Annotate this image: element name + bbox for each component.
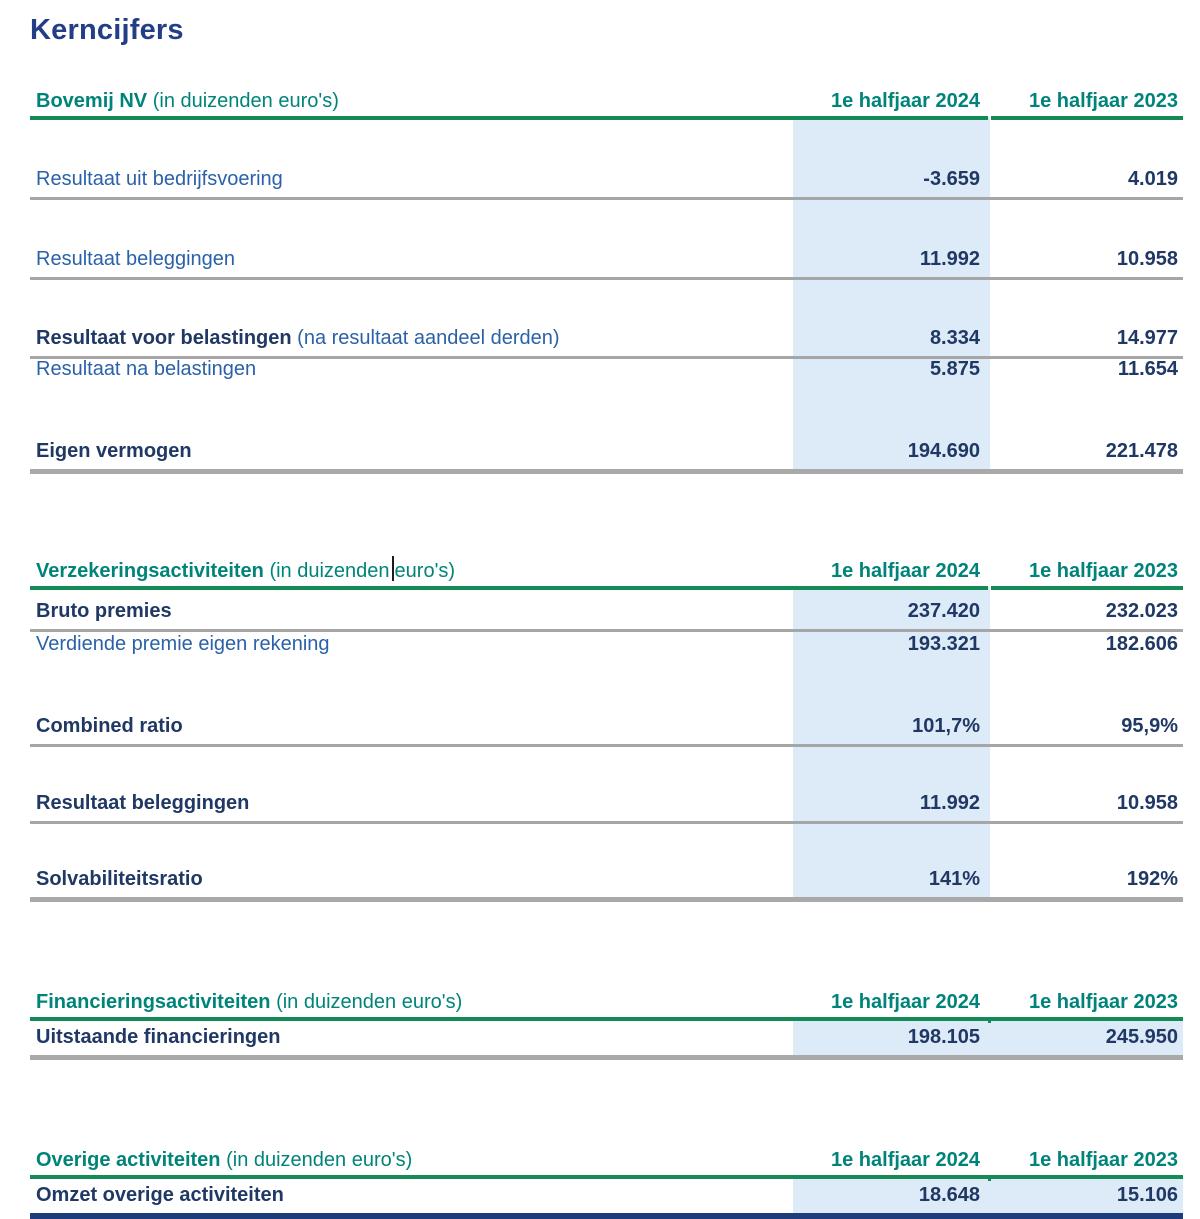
value-2023: 15.106: [1116, 1184, 1178, 1206]
table-row: Uitstaande financieringen 198.105 245.95…: [30, 1021, 1183, 1060]
value-2023: 221.478: [1105, 440, 1178, 462]
value-2023: 11.654: [1117, 358, 1178, 380]
table-header: Bovemij NV (in duizenden euro's) 1e half…: [30, 80, 1183, 116]
value-2023: 10.958: [1116, 792, 1178, 814]
table-name: Verzekeringsactiviteiten: [36, 560, 264, 582]
value-2024: 101,7%: [912, 715, 980, 737]
table-name: Financieringsactiviteiten: [36, 991, 271, 1013]
row-label: Omzet overige activiteiten: [36, 1184, 284, 1206]
table-row: Bruto premies 237.420 232.023: [30, 590, 1183, 632]
row-label: Verdiende premie eigen rekening: [36, 633, 330, 655]
value-2023: 4.019: [1127, 168, 1178, 190]
table-header: Overige activiteiten (in duizenden euro'…: [30, 1139, 1183, 1175]
table-row: Resultaat na belastingen 5.875 11.654: [30, 358, 1183, 387]
page-title: Kerncijfers: [30, 14, 184, 46]
table-unit: (in duizenden: [263, 560, 390, 582]
value-2023: 95,9%: [1121, 715, 1178, 737]
table-row: Resultaat voor belastingen (na resultaat…: [30, 280, 1183, 359]
table-name: Overige activiteiten: [36, 1149, 221, 1171]
row-label-suffix: (na resultaat aandeel derden): [291, 327, 560, 349]
value-2024: 11.992: [919, 248, 980, 270]
highlight-columns: [793, 1018, 1183, 1060]
table-name: Bovemij NV: [36, 90, 148, 112]
table-header: Financieringsactiviteiten (in duizenden …: [30, 981, 1183, 1017]
column-divider-tick: [988, 1018, 991, 1023]
header-underline: [30, 586, 1183, 590]
table-row: Resultaat beleggingen 11.992 10.958: [30, 747, 1183, 824]
column-divider-tick: [988, 1176, 991, 1181]
row-label: Resultaat voor belastingen: [36, 327, 292, 349]
table-header: Verzekeringsactiviteiten (in duizenden eu…: [30, 550, 1183, 586]
value-2023: 232.023: [1105, 600, 1178, 622]
row-label: Resultaat na belastingen: [36, 358, 257, 380]
col-header-2023: 1e halfjaar 2023: [1029, 560, 1178, 582]
table-unit: (in duizenden euro's): [270, 991, 463, 1013]
col-header-2024: 1e halfjaar 2024: [831, 560, 980, 582]
text-cursor: [391, 556, 394, 581]
table-row: Eigen vermogen 194.690 221.478: [30, 387, 1183, 474]
value-2023: 14.977: [1116, 327, 1178, 349]
row-label: Combined ratio: [36, 715, 183, 737]
table-financieringsactiviteiten: Financieringsactiviteiten (in duizenden …: [30, 981, 1183, 1060]
col-header-2023: 1e halfjaar 2023: [1029, 90, 1178, 112]
row-label: Bruto premies: [36, 600, 172, 622]
row-label: Solvabiliteitsratio: [36, 868, 203, 890]
value-2024: 8.334: [929, 327, 980, 349]
highlight-column-2024: [793, 117, 990, 474]
value-2023: 10.958: [1116, 248, 1178, 270]
table-row: Solvabiliteitsratio 141% 192%: [30, 824, 1183, 902]
row-label: Resultaat uit bedrijfsvoering: [36, 168, 283, 190]
value-2024: -3.659: [923, 168, 980, 190]
table-unit: (in duizenden euro's): [147, 90, 339, 112]
value-2024: 11.992: [919, 792, 980, 814]
col-header-2024: 1e halfjaar 2024: [831, 90, 980, 112]
value-2024: 237.420: [907, 600, 980, 622]
col-header-2023: 1e halfjaar 2023: [1029, 991, 1178, 1013]
value-2024: 193.321: [907, 633, 980, 655]
table-bovemij: Bovemij NV (in duizenden euro's) 1e half…: [30, 80, 1183, 474]
row-label: Uitstaande financieringen: [36, 1026, 281, 1048]
table-overige-activiteiten: Overige activiteiten (in duizenden euro'…: [30, 1139, 1183, 1219]
value-2023: 245.950: [1105, 1026, 1178, 1048]
table-unit: euro's): [394, 560, 456, 582]
row-label: Resultaat beleggingen: [36, 248, 236, 270]
value-2024: 198.105: [907, 1026, 980, 1048]
table-row: Combined ratio 101,7% 95,9%: [30, 662, 1183, 747]
row-label: Resultaat beleggingen: [36, 792, 250, 814]
value-2024: 141%: [928, 868, 980, 890]
table-verzekeringsactiviteiten: Verzekeringsactiviteiten (in duizenden eu…: [30, 550, 1183, 902]
table-row: Resultaat uit bedrijfsvoering -3.659 4.0…: [30, 120, 1183, 200]
col-header-2024: 1e halfjaar 2024: [831, 991, 980, 1013]
value-2024: 194.690: [907, 440, 980, 462]
table-unit: (in duizenden euro's): [220, 1149, 413, 1171]
value-2024: 18.648: [918, 1184, 980, 1206]
value-2023: 182.606: [1105, 633, 1178, 655]
header-underline: [30, 116, 1183, 120]
row-label: Eigen vermogen: [36, 440, 192, 462]
table-row: Verdiende premie eigen rekening 193.321 …: [30, 632, 1183, 662]
col-header-2024: 1e halfjaar 2024: [831, 1149, 980, 1171]
highlight-columns: [793, 1176, 1183, 1219]
value-2024: 5.875: [929, 358, 980, 380]
col-header-2023: 1e halfjaar 2023: [1029, 1149, 1178, 1171]
table-row: Resultaat beleggingen 11.992 10.958: [30, 200, 1183, 280]
table-row: Omzet overige activiteiten 18.648 15.106: [30, 1179, 1183, 1219]
value-2023: 192%: [1126, 868, 1178, 890]
